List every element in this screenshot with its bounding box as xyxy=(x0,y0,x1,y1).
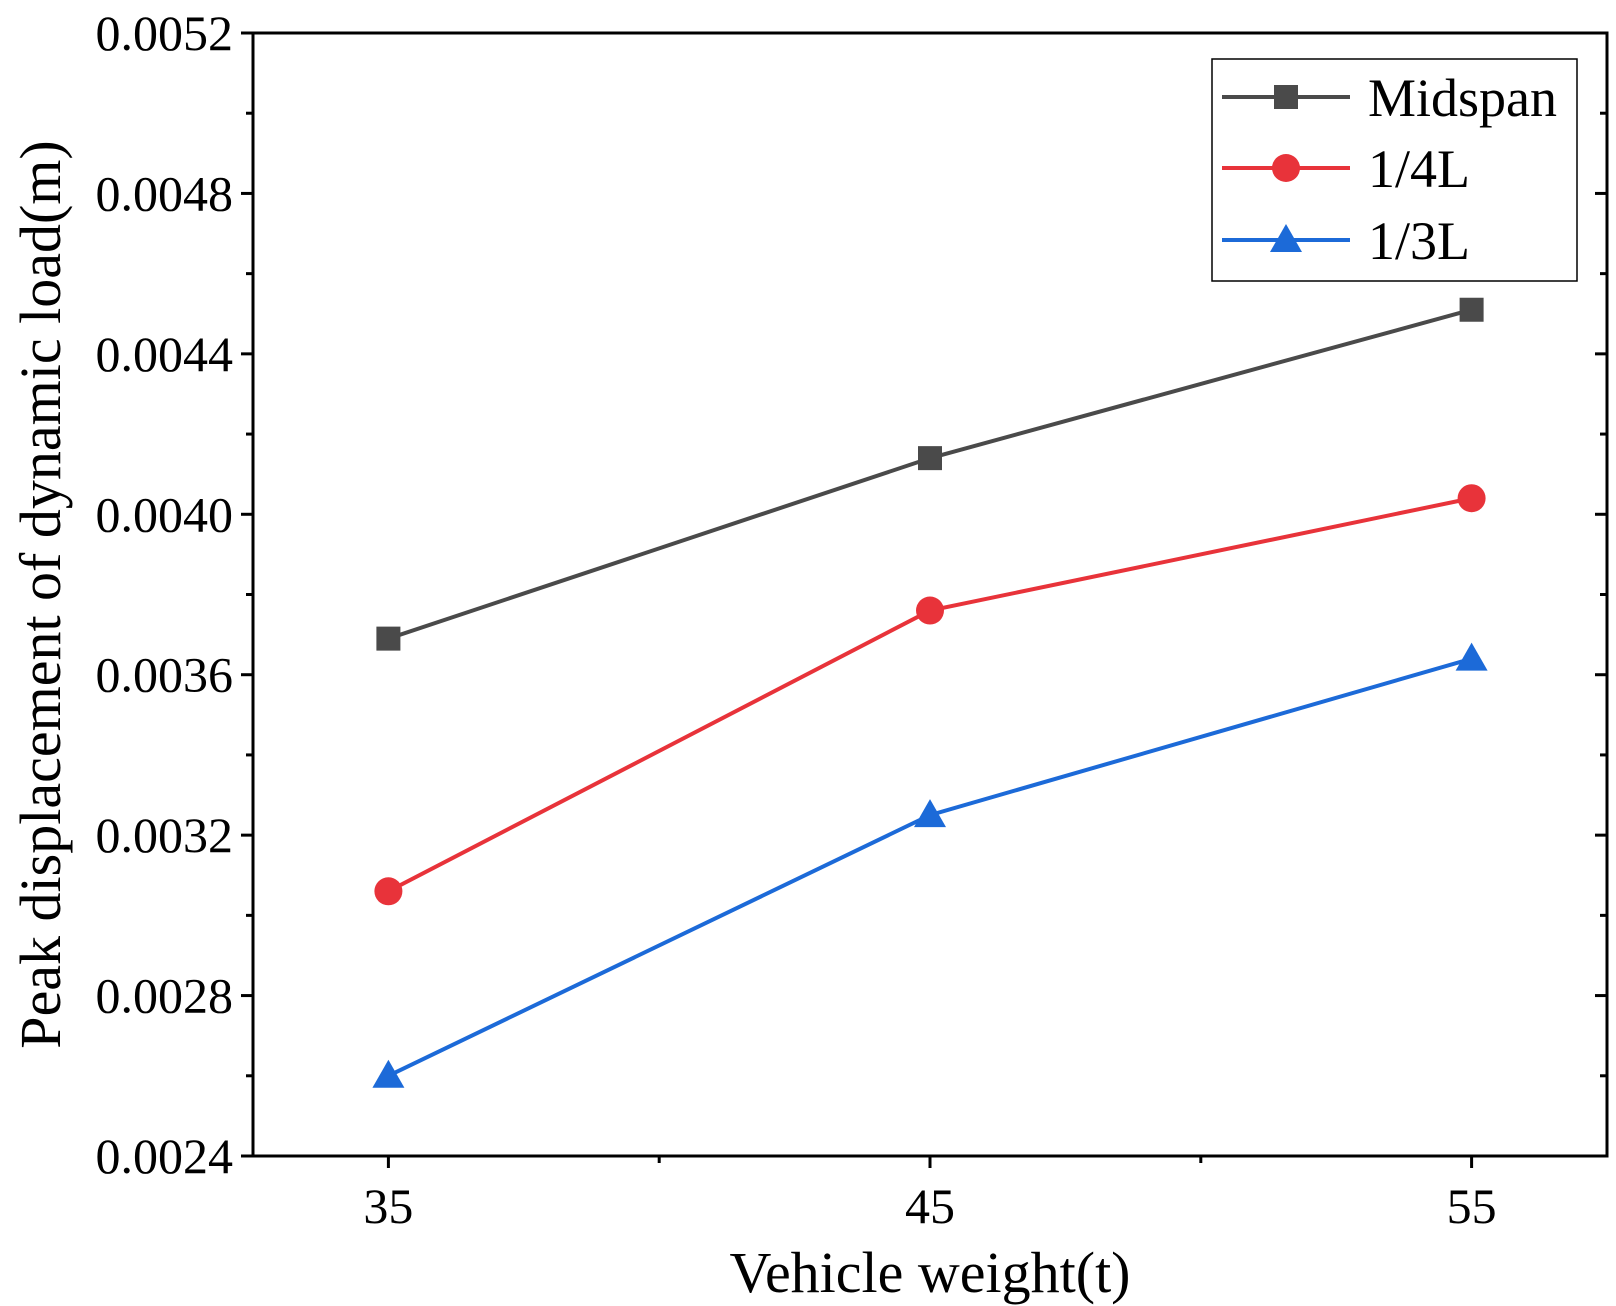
x-axis-ticks: 35 45 55 xyxy=(363,1156,1497,1234)
y-tick-label: 0.0048 xyxy=(96,165,234,221)
data-point xyxy=(918,446,942,471)
series-line xyxy=(387,307,1473,641)
y-tick-label: 0.0028 xyxy=(96,968,234,1024)
series-line xyxy=(387,656,1473,1078)
legend-label: 1/4L xyxy=(1368,139,1470,199)
legend-marker xyxy=(1270,224,1302,252)
data-point xyxy=(372,1059,405,1088)
x-tick-label: 35 xyxy=(363,1178,413,1234)
y-tick-label: 0.0032 xyxy=(96,807,234,863)
series-line xyxy=(387,496,1473,894)
x-tick-label: 45 xyxy=(905,1178,955,1234)
data-point xyxy=(914,799,946,828)
data-point xyxy=(376,626,401,651)
data-point xyxy=(1459,297,1484,322)
legend-label: Midspan xyxy=(1368,68,1557,128)
x-axis-label: Vehicle weight(t) xyxy=(729,1240,1130,1305)
y-axis-ticks: 0.0024 0.0028 0.0032 0.0036 0.0040 0.0044 0.00… xyxy=(96,5,1607,1184)
series-layer xyxy=(372,297,1488,1088)
y-tick-label: 0.0024 xyxy=(96,1128,234,1184)
y-tick-label: 0.0044 xyxy=(96,326,234,382)
data-point xyxy=(1457,484,1486,513)
legend-marker xyxy=(1274,85,1298,109)
x-tick-label: 55 xyxy=(1447,1178,1497,1234)
y-tick-label: 0.0036 xyxy=(96,647,234,703)
y-tick-label: 0.0052 xyxy=(96,5,234,61)
legend-items: Midspan 1/4L 1/3L xyxy=(1222,68,1557,271)
y-axis-label: Peak displacement of dynamic load(m) xyxy=(8,140,73,1048)
legend-marker xyxy=(1272,154,1300,182)
data-point xyxy=(1455,642,1488,671)
data-point xyxy=(374,877,403,906)
y-tick-label: 0.0040 xyxy=(96,486,234,542)
data-point xyxy=(916,596,944,625)
legend-label: 1/3L xyxy=(1368,211,1470,271)
legend: Midspan 1/4L 1/3L xyxy=(1211,58,1578,282)
